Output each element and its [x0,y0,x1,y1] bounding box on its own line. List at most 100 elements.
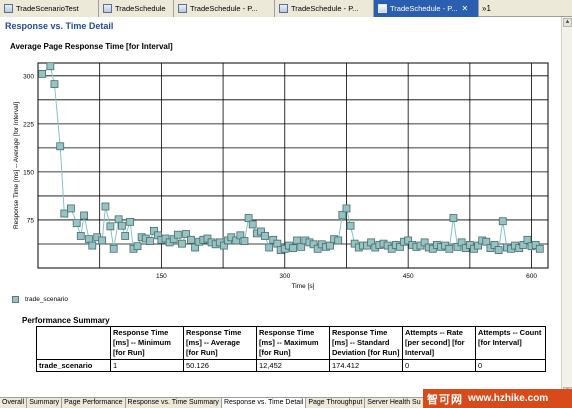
y-tick-label: 75 [27,217,35,224]
table-header: Response Time [ms] -- Minimum [for Run] [110,326,184,360]
x-tick-label: 300 [279,273,290,280]
page-tab-summary[interactable]: Summary [27,398,63,408]
data-point [490,241,499,249]
editor-tab-0[interactable]: TradeScenarioTest [0,0,99,17]
data-point [453,242,462,251]
editor-tab-label: TradeScenarioTest [16,4,79,13]
page-tab-page-throughput[interactable]: Page Throughput [306,398,366,408]
data-point [498,217,507,226]
data-point [445,244,454,253]
report-file-icon [279,4,288,13]
scroll-up-icon[interactable]: ▲ [563,18,572,27]
y-tick-label: 300 [23,73,34,80]
table-cell: 174.412 [329,359,403,372]
data-point [88,241,97,250]
tab-overflow-button[interactable]: »1 [482,0,491,16]
editor-tab-2[interactable]: TradeSchedule - P... [174,0,275,17]
tab-overflow-label: »1 [482,3,491,13]
editor-tab-4[interactable]: TradeSchedule - P... ✕ [374,0,479,17]
data-point [420,238,429,247]
table-cell: trade_scenario [36,359,111,372]
table-header: Attempts -- Count [for Interval] [475,326,546,360]
data-point [150,226,158,235]
page-tab-overall[interactable]: Overall [0,398,28,408]
data-point [182,230,190,238]
data-point [396,242,404,251]
data-point [474,241,482,250]
data-point [482,237,491,246]
x-axis-label: Time [s] [292,283,315,290]
data-point [342,204,351,213]
close-tab-icon[interactable]: ✕ [461,4,469,13]
response-time-chart: 75 150 225 300 150 300 450 600 Time [s] Response … [13,62,549,290]
section-title: Response vs. Time Detail [5,21,114,31]
table-header-row: Response Time [ms] -- Minimum [for Run] … [36,326,546,360]
table-header: Response Time [ms] -- Average [for Run] [183,326,257,360]
editor-tab-label: TradeSchedule - P... [190,4,258,13]
data-point [248,220,257,229]
data-point [50,80,59,89]
x-tick-label: 600 [526,273,537,280]
data-point [232,236,241,245]
data-point [76,232,85,240]
data-point [56,142,65,151]
data-point [236,231,245,240]
data-point [261,232,269,240]
data-point [367,238,376,247]
report-page-tabs: Overall Summary Page Performance Respons… [0,397,572,408]
table-cell: 50.126 [183,359,257,372]
data-point [60,209,69,218]
table-cell: 0 [402,359,476,372]
data-point [289,244,297,253]
data-point [523,235,532,244]
data-point [457,238,466,247]
y-axis-label: Response Time [ms] -- Average [for Inter… [13,102,20,229]
page-tab-response-detail[interactable]: Response vs. Time Detail [221,398,307,408]
table-row: trade_scenario 1 50.126 12,452 174.412 0… [36,359,546,372]
table-cell: 12,452 [256,359,330,372]
page-tab-server-health[interactable]: Server Health Su [365,398,424,408]
data-point [265,243,274,252]
page-tab-page-performance[interactable]: Page Performance [62,398,126,408]
table-header: Response Time [ms] -- Standard Deviation… [329,326,403,360]
chart-title: Average Page Response Time [for Interval… [10,42,173,51]
plot-frame [37,62,549,269]
vertical-scrollbar[interactable]: ▲ ▼ [561,17,572,397]
data-point [38,69,47,78]
editor-tab-1[interactable]: TradeSchedule [99,0,174,17]
data-point [240,237,249,245]
data-point [494,246,503,254]
data-point [169,235,178,244]
y-tick-label: 225 [23,121,34,128]
data-point [106,222,115,231]
data-point [326,241,334,250]
editor-tab-label: TradeSchedule - P... [291,4,359,13]
watermark-url: www.hzhike.com [468,393,549,404]
data-point [173,230,182,239]
data-point [67,204,75,213]
data-point [297,242,306,251]
data-point [334,236,343,245]
data-point [346,221,355,230]
table-header: Response Time [ms] -- Maximum [for Run] [256,326,330,360]
data-point [187,235,195,244]
table-cell: 0 [475,359,546,372]
data-point [109,244,118,253]
x-tick-label: 150 [156,273,167,280]
table-header: Attempts -- Rate [per second] [for Inter… [402,326,476,360]
data-point [244,214,253,222]
data-point [46,62,55,71]
editor-tab-3[interactable]: TradeSchedule - P... [275,0,374,17]
data-point [121,232,130,240]
data-point [80,211,88,220]
site-watermark: 智可网 www.hzhike.com [423,389,572,408]
data-point [535,244,544,253]
data-point [404,236,413,245]
page-tab-response-summary[interactable]: Response vs. Time Summary [126,398,222,408]
data-point [85,235,93,244]
data-point [126,217,135,226]
data-point [98,236,107,245]
data-point [338,210,347,219]
data-point [72,219,81,228]
editor-tab-strip: TradeScenarioTest TradeSchedule TradeSch… [0,0,572,17]
